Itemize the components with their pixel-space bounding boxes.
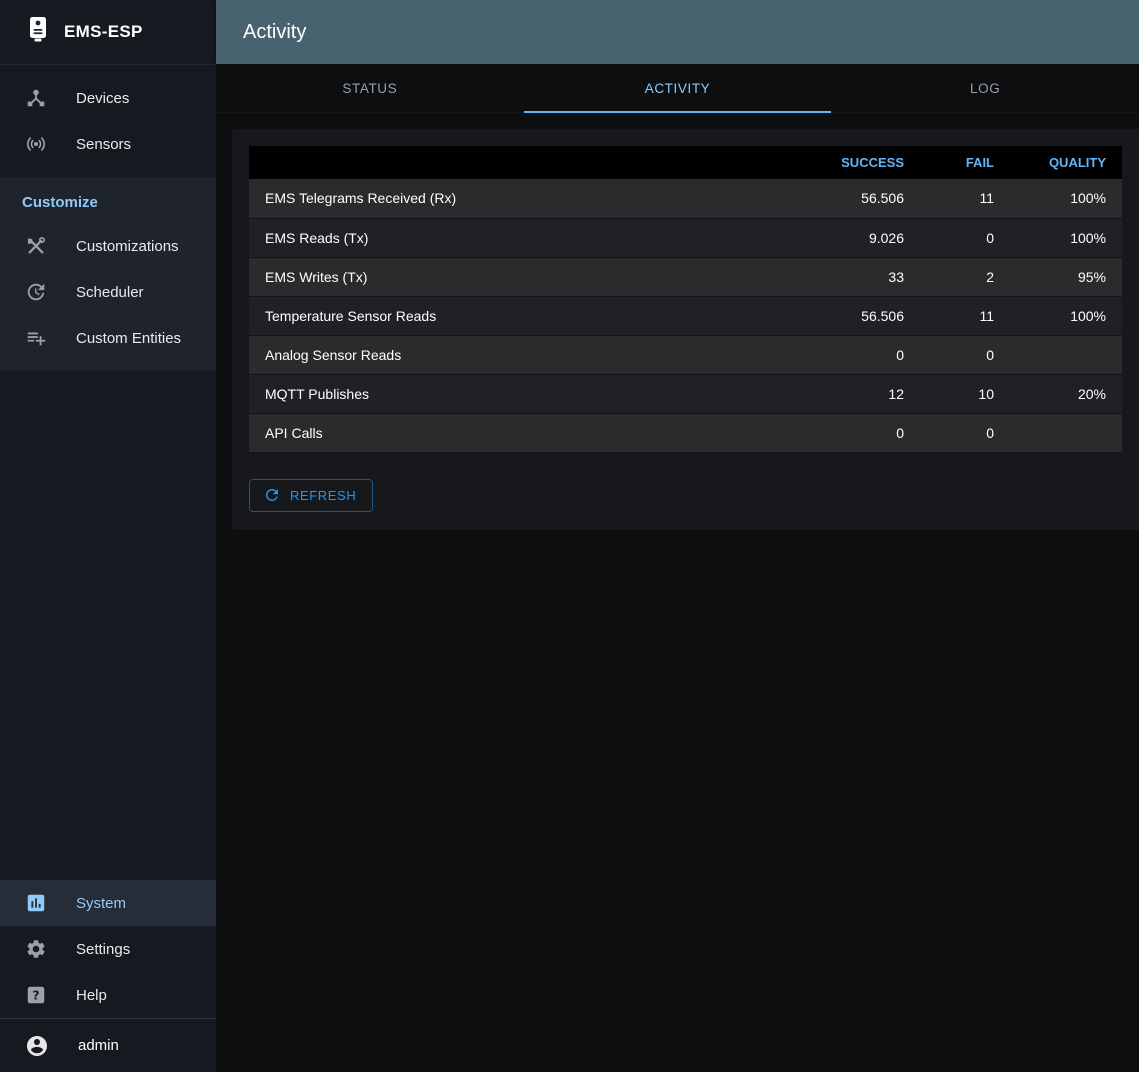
schedule-icon (25, 281, 47, 303)
sidebar-item-settings[interactable]: Settings (0, 926, 216, 972)
device-hub-icon (25, 87, 47, 109)
appbar: Activity (216, 0, 1139, 64)
row-quality (1010, 335, 1122, 375)
row-name: Temperature Sensor Reads (249, 296, 800, 336)
sidebar-item-scheduler[interactable]: Scheduler (0, 269, 216, 315)
row-name: MQTT Publishes (249, 374, 800, 414)
help-icon: ? (25, 984, 47, 1006)
row-success: 56.506 (800, 296, 920, 336)
row-name: EMS Reads (Tx) (249, 218, 800, 258)
sidebar-item-devices[interactable]: Devices (0, 75, 216, 121)
refresh-button[interactable]: REFRESH (249, 478, 374, 512)
sensors-icon (25, 133, 47, 155)
tab-log[interactable]: LOG (970, 80, 1001, 96)
svg-text:?: ? (32, 988, 39, 1002)
tools-icon (25, 235, 47, 257)
page-title: Activity (243, 20, 307, 43)
row-fail: 11 (920, 296, 1010, 336)
row-success: 12 (800, 374, 920, 414)
ems-esp-logo-icon (26, 15, 50, 50)
table-header-row: SUCCESS FAIL QUALITY (249, 146, 1122, 179)
table-row: EMS Writes (Tx) 33 2 95% (249, 257, 1122, 297)
account-circle-icon (25, 1034, 49, 1058)
sidebar-section-customize: Customize Customizations Sc (0, 177, 216, 371)
row-fail: 11 (920, 179, 1010, 219)
sidebar-item-label: Help (76, 986, 107, 1004)
table-row: Temperature Sensor Reads 56.506 11 100% (249, 296, 1122, 336)
row-name: API Calls (249, 413, 800, 453)
sidebar-item-label: Sensors (76, 135, 132, 153)
activity-panel: SUCCESS FAIL QUALITY EMS Telegrams Recei… (232, 129, 1139, 530)
row-success: 0 (800, 413, 920, 453)
sidebar-nav-main: Devices Sensors (0, 65, 216, 173)
customize-section-label[interactable]: Customize (22, 194, 98, 211)
refresh-icon (263, 486, 281, 504)
column-header-quality: QUALITY (1010, 146, 1122, 179)
content-area: STATUS ACTIVITY LOG SUCCESS FAIL QUALITY (216, 64, 1139, 1072)
playlist-add-icon (25, 327, 47, 349)
sidebar-user[interactable]: admin (0, 1018, 216, 1072)
refresh-button-label: REFRESH (290, 487, 357, 503)
row-success: 9.026 (800, 218, 920, 258)
tab-activity[interactable]: ACTIVITY (523, 64, 832, 113)
sidebar-spacer (0, 371, 216, 880)
sidebar: EMS-ESP Devices Sensors Customize (0, 0, 216, 1072)
row-success: 33 (800, 257, 920, 297)
gear-icon (25, 938, 47, 960)
row-quality: 20% (1010, 374, 1122, 414)
row-quality: 100% (1010, 296, 1122, 336)
column-header-success: SUCCESS (800, 146, 920, 179)
tab-status[interactable]: STATUS (342, 80, 398, 96)
row-fail: 2 (920, 257, 1010, 297)
column-header-name (249, 146, 800, 179)
row-quality: 95% (1010, 257, 1122, 297)
sidebar-item-help[interactable]: ? Help (0, 972, 216, 1018)
row-quality: 100% (1010, 179, 1122, 219)
sidebar-item-label: System (76, 894, 127, 912)
table-row: API Calls 0 0 (249, 413, 1122, 453)
app-title: EMS-ESP (64, 22, 143, 41)
sidebar-item-custom-entities[interactable]: Custom Entities (0, 315, 216, 361)
tab-bar: STATUS ACTIVITY LOG (216, 64, 1139, 113)
main-area: Activity STATUS ACTIVITY LOG SUCCESS (216, 0, 1139, 1072)
sidebar-item-label: Scheduler (76, 283, 144, 301)
sidebar-item-customizations[interactable]: Customizations (0, 223, 216, 269)
row-quality (1010, 413, 1122, 453)
table-row: MQTT Publishes 12 10 20% (249, 374, 1122, 414)
row-quality: 100% (1010, 218, 1122, 258)
sidebar-item-label: Settings (76, 940, 131, 958)
sidebar-item-label: Custom Entities (76, 329, 182, 347)
sidebar-item-system[interactable]: System (0, 880, 216, 926)
user-name: admin (78, 1037, 119, 1054)
sidebar-header: EMS-ESP (0, 0, 216, 65)
sidebar-item-sensors[interactable]: Sensors (0, 121, 216, 167)
row-fail: 0 (920, 335, 1010, 375)
row-fail: 0 (920, 413, 1010, 453)
table-row: EMS Reads (Tx) 9.026 0 100% (249, 218, 1122, 258)
row-fail: 0 (920, 218, 1010, 258)
activity-table: SUCCESS FAIL QUALITY EMS Telegrams Recei… (249, 146, 1122, 453)
row-success: 56.506 (800, 179, 920, 219)
row-success: 0 (800, 335, 920, 375)
table-row: EMS Telegrams Received (Rx) 56.506 11 10… (249, 179, 1122, 219)
table-row: Analog Sensor Reads 0 0 (249, 335, 1122, 375)
analytics-icon (25, 892, 47, 914)
row-name: Analog Sensor Reads (249, 335, 800, 375)
row-name: EMS Telegrams Received (Rx) (249, 179, 800, 219)
row-fail: 10 (920, 374, 1010, 414)
column-header-fail: FAIL (920, 146, 1010, 179)
row-name: EMS Writes (Tx) (249, 257, 800, 297)
sidebar-item-label: Customizations (76, 237, 179, 255)
sidebar-nav-bottom: System Settings ? Help (0, 880, 216, 1018)
sidebar-item-label: Devices (76, 89, 130, 107)
